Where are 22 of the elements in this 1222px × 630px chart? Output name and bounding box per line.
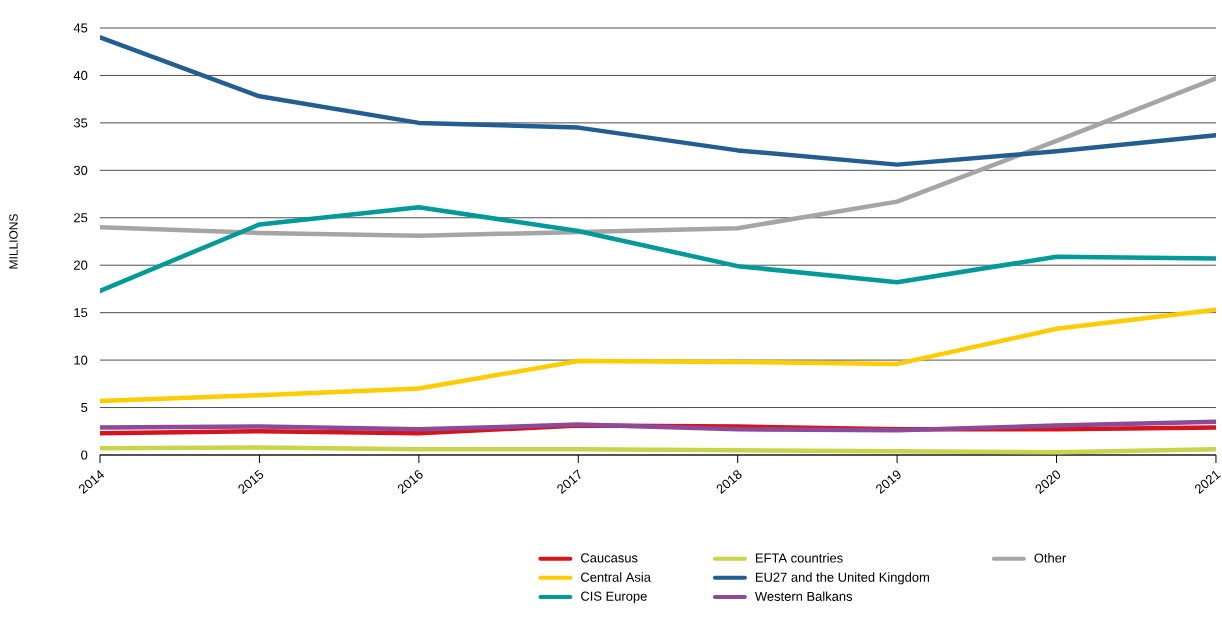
y-tick-label: 45 <box>73 23 88 33</box>
y-axis-title: MILLIONS <box>9 214 18 269</box>
line-series <box>100 419 1216 433</box>
legend-label: EU27 and the United Kingdom <box>755 572 929 585</box>
y-tick-label: 10 <box>74 355 88 365</box>
y-tick-label: 0 <box>81 450 88 460</box>
legend-label: Caucasus <box>581 553 638 563</box>
line-series <box>100 205 1216 294</box>
y-tick-label: 30 <box>73 165 88 175</box>
line-series <box>100 307 1216 404</box>
y-tick-label: 40 <box>73 70 88 81</box>
legend-label: Central Asia <box>581 572 651 582</box>
legend-label: CIS Europe <box>581 591 647 604</box>
y-tick-label: 20 <box>74 260 88 270</box>
y-tick-label: 5 <box>81 403 88 413</box>
y-tick-label: 15 <box>74 308 88 318</box>
legend-label: EFTA countries <box>755 553 843 563</box>
y-tick-label: 25 <box>74 213 88 223</box>
y-tick-label: 35 <box>73 118 88 128</box>
line-series <box>100 35 1216 167</box>
legend-label: Western Balkans <box>754 591 853 601</box>
legend-label: Other <box>1034 553 1067 563</box>
